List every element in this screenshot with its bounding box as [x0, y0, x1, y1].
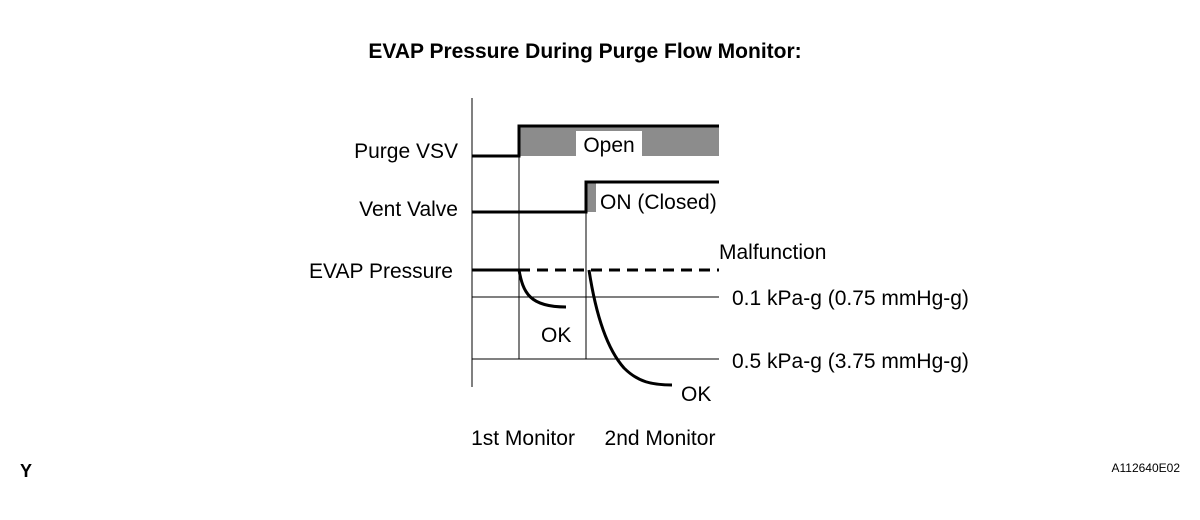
vent-closed-fill — [586, 182, 596, 212]
corner-mark: Y — [20, 461, 32, 481]
malfunction-label: Malfunction — [719, 241, 826, 264]
figure-id: A112640E02 — [1111, 461, 1180, 475]
second-monitor-label: 2nd Monitor — [605, 427, 716, 450]
threshold-2-label: 0.5 kPa-g (3.75 mmHg-g) — [732, 350, 969, 373]
vent-valve-trace — [472, 180, 719, 214]
first-monitor-label: 1st Monitor — [471, 427, 575, 450]
second-ok-curve — [587, 269, 673, 387]
first-ok-label: OK — [541, 324, 571, 347]
evap-pressure-label: EVAP Pressure — [309, 260, 453, 283]
on-closed-label-box — [596, 187, 728, 213]
second-ok-label: OK — [681, 383, 711, 406]
purge-vsv-trace — [472, 124, 719, 158]
threshold-1-label: 0.1 kPa-g (0.75 mmHg-g) — [732, 287, 969, 310]
purge-vsv-label: Purge VSV — [354, 140, 458, 163]
on-closed-state-label: ON (Closed) — [600, 191, 717, 214]
open-state-label: Open — [583, 134, 634, 157]
vent-valve-label: Vent Valve — [359, 198, 458, 221]
open-label-box — [576, 131, 642, 156]
first-ok-curve — [517, 269, 567, 309]
diagram-title: EVAP Pressure During Purge Flow Monitor: — [368, 40, 801, 63]
